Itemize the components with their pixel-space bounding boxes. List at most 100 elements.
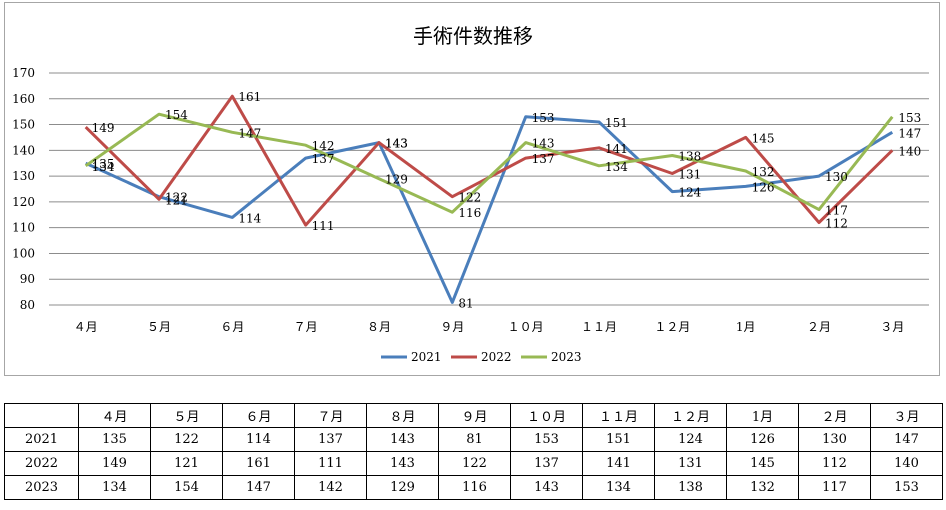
table-cell: 121 bbox=[150, 451, 223, 476]
table-cell: 143 bbox=[510, 475, 583, 500]
table-row-2023: 2023 134 154 147 142 129 116 143 134 138… bbox=[4, 475, 943, 500]
data-label: 114 bbox=[238, 211, 261, 225]
chart-frame: 手術件数推移 80 90 100 110 120 130 140 150 160 170 ４月 ５月 ６月… bbox=[4, 2, 940, 376]
data-label: 117 bbox=[825, 204, 848, 218]
table-cell: 154 bbox=[150, 475, 223, 500]
table-cell: 122 bbox=[150, 427, 223, 452]
data-label: 137 bbox=[312, 152, 335, 166]
data-label: 116 bbox=[458, 206, 481, 220]
table-cell: 124 bbox=[654, 427, 727, 452]
table-cell: 130 bbox=[798, 427, 871, 452]
table-row-label: 2021 bbox=[4, 427, 79, 452]
table-header-row: ４月 ５月 ６月 ７月 ８月 ９月 １０月 １１月 １２月 1月 ２月 ３月 bbox=[4, 403, 943, 428]
data-label: 130 bbox=[825, 170, 848, 184]
table-cell: 131 bbox=[654, 451, 727, 476]
x-tick-label: １０月 bbox=[508, 320, 544, 334]
y-tick-label: 130 bbox=[12, 169, 35, 183]
x-tick-label: ４月 bbox=[74, 320, 98, 334]
data-label: 141 bbox=[605, 142, 628, 156]
table-cell: 149 bbox=[78, 451, 151, 476]
x-tick-label: ５月 bbox=[147, 320, 171, 334]
series-line-2021 bbox=[85, 115, 894, 304]
data-label: 147 bbox=[238, 126, 261, 140]
data-label: 143 bbox=[532, 137, 555, 151]
table-header-cell: １１月 bbox=[582, 403, 655, 428]
data-label: 145 bbox=[752, 131, 775, 145]
data-label: 122 bbox=[458, 191, 481, 205]
table-header-cell: 1月 bbox=[726, 403, 799, 428]
y-tick-label: 170 bbox=[12, 66, 35, 80]
data-label: 112 bbox=[825, 217, 848, 231]
table-header-cell: ３月 bbox=[870, 403, 943, 428]
x-tick-label: １２月 bbox=[654, 320, 690, 334]
table-cell: 126 bbox=[726, 427, 799, 452]
table-cell: 117 bbox=[798, 475, 871, 500]
x-tick-label: 1月 bbox=[736, 320, 756, 334]
x-tick-label: ９月 bbox=[440, 320, 464, 334]
table-header-cell: ７月 bbox=[294, 403, 367, 428]
x-tick-label: ６月 bbox=[220, 320, 244, 334]
data-label: 122 bbox=[165, 191, 188, 205]
table-cell: 143 bbox=[366, 427, 439, 452]
data-table: ４月 ５月 ６月 ７月 ８月 ９月 １０月 １１月 １２月 1月 ２月 ３月 2… bbox=[4, 403, 943, 500]
data-label: 143 bbox=[385, 137, 408, 151]
y-tick-label: 80 bbox=[20, 298, 35, 312]
table-cell: 129 bbox=[366, 475, 439, 500]
data-label: 134 bbox=[92, 160, 115, 174]
table-cell: 122 bbox=[438, 451, 511, 476]
data-label: 81 bbox=[458, 296, 473, 310]
table-header-cell: ９月 bbox=[438, 403, 511, 428]
data-label: 137 bbox=[532, 152, 555, 166]
x-tick-label: ２月 bbox=[807, 320, 831, 334]
table-cell: 134 bbox=[582, 475, 655, 500]
table-cell: 153 bbox=[510, 427, 583, 452]
legend-label: 2021 bbox=[411, 350, 442, 364]
data-label: 142 bbox=[312, 139, 335, 153]
x-tick-label: ３月 bbox=[880, 320, 904, 334]
legend-label: 2023 bbox=[551, 350, 582, 364]
table-cell: 161 bbox=[222, 451, 295, 476]
data-label: 111 bbox=[312, 219, 335, 233]
table-header-cell: ４月 bbox=[78, 403, 151, 428]
table-cell: 147 bbox=[870, 427, 943, 452]
table-cell: 134 bbox=[78, 475, 151, 500]
table-cell: 138 bbox=[654, 475, 727, 500]
x-tick-label: １１月 bbox=[581, 320, 617, 334]
x-tick-label: ７月 bbox=[294, 320, 318, 334]
table-row-label: 2023 bbox=[4, 475, 79, 500]
data-label: 138 bbox=[678, 149, 701, 163]
series-line-2023 bbox=[84, 112, 894, 214]
table-header-cell: １２月 bbox=[654, 403, 727, 428]
data-label: 149 bbox=[92, 121, 115, 135]
data-label: 147 bbox=[898, 126, 921, 140]
table-cell: 141 bbox=[582, 451, 655, 476]
line-chart: 手術件数推移 80 90 100 110 120 130 140 150 160 170 ４月 ５月 ６月… bbox=[12, 24, 929, 364]
y-tick-label: 140 bbox=[12, 143, 35, 157]
data-label: 161 bbox=[238, 90, 261, 104]
table-cell: 143 bbox=[366, 451, 439, 476]
table-header-cell: ５月 bbox=[150, 403, 223, 428]
data-label: 126 bbox=[752, 180, 775, 194]
data-label: 143 bbox=[385, 137, 408, 151]
table-cell: 145 bbox=[726, 451, 799, 476]
chart-title: 手術件数推移 bbox=[413, 24, 533, 48]
y-tick-label: 100 bbox=[12, 246, 35, 260]
table-cell: 142 bbox=[294, 475, 367, 500]
data-label: 124 bbox=[678, 186, 701, 200]
table-corner-cell bbox=[4, 403, 79, 428]
table-header-cell: ８月 bbox=[366, 403, 439, 428]
data-label: 153 bbox=[898, 111, 921, 125]
table-cell: 112 bbox=[798, 451, 871, 476]
table-cell: 116 bbox=[438, 475, 511, 500]
data-label: 131 bbox=[678, 168, 701, 182]
table-header-cell: ６月 bbox=[222, 403, 295, 428]
data-label: 151 bbox=[605, 116, 628, 130]
y-tick-label: 150 bbox=[12, 118, 35, 132]
table-cell: 147 bbox=[222, 475, 295, 500]
table-cell: 135 bbox=[78, 427, 151, 452]
table-cell: 81 bbox=[438, 427, 511, 452]
data-label: 129 bbox=[385, 173, 408, 187]
table-cell: 137 bbox=[294, 427, 367, 452]
table-cell: 140 bbox=[870, 451, 943, 476]
data-label: 153 bbox=[532, 111, 555, 125]
